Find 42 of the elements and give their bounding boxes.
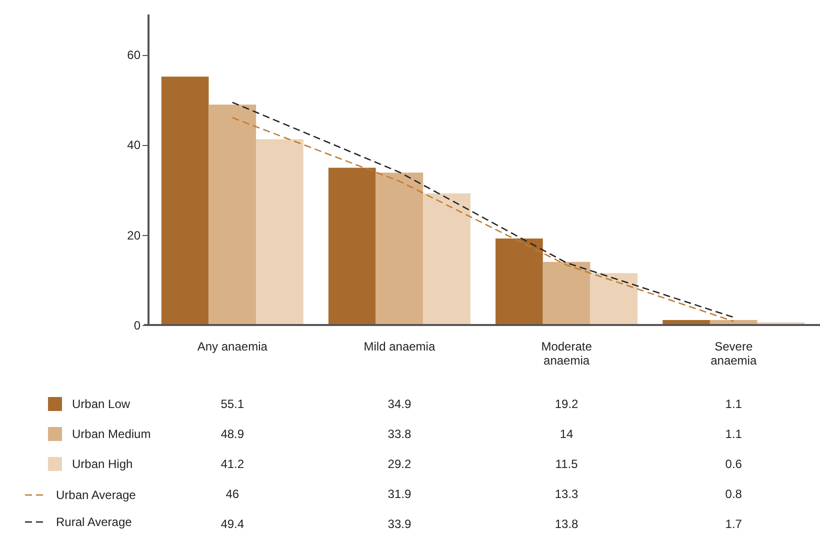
y-tick-label: 20 [127, 228, 141, 242]
data-label: 41.2 [220, 457, 244, 471]
y-tick-label: 40 [127, 138, 141, 152]
data-label: 1.7 [725, 517, 742, 531]
data-label: 13.3 [554, 487, 579, 501]
x-tick-label: Severe anaemia [710, 340, 757, 368]
x-tick-label: Moderate anaemia [541, 340, 592, 368]
bar [328, 168, 376, 325]
data-label: 14 [560, 427, 574, 441]
legend-label: Rural Average [56, 515, 132, 529]
legend-label: Urban Medium [72, 427, 151, 441]
data-label: 13.8 [554, 517, 579, 531]
data-label: 29.2 [388, 457, 412, 471]
data-label: 1.1 [725, 427, 742, 441]
data-label: 55.1 [220, 397, 244, 411]
data-label: 0.6 [725, 457, 742, 471]
data-label: 19.2 [554, 397, 579, 411]
x-tick-label: Any anaemia [197, 340, 268, 354]
bar [256, 139, 304, 325]
data-label: 46 [226, 487, 240, 501]
data-label: 49.4 [220, 517, 244, 531]
bar [542, 262, 590, 325]
y-tick-label: 0 [134, 318, 141, 332]
data-label: 31.9 [388, 487, 412, 501]
bar [590, 273, 638, 325]
data-label: 0.8 [725, 487, 742, 501]
bar [208, 104, 256, 325]
data-label: 11.5 [555, 457, 578, 471]
bar [161, 76, 209, 325]
y-tick-label: 60 [127, 48, 141, 62]
data-label: 1.1 [725, 397, 742, 411]
data-label: 48.9 [220, 427, 244, 441]
data-label: 33.8 [388, 427, 412, 441]
data-label: 34.9 [388, 397, 412, 411]
x-tick-label: Mild anaemia [364, 340, 436, 354]
bar [496, 238, 543, 325]
bar [423, 193, 470, 325]
bar [376, 172, 424, 325]
legend-label: Urban Low [72, 397, 130, 411]
data-label: 33.9 [388, 517, 412, 531]
legend-label: Urban High [72, 457, 133, 471]
legend-label: Urban Average [56, 488, 136, 502]
